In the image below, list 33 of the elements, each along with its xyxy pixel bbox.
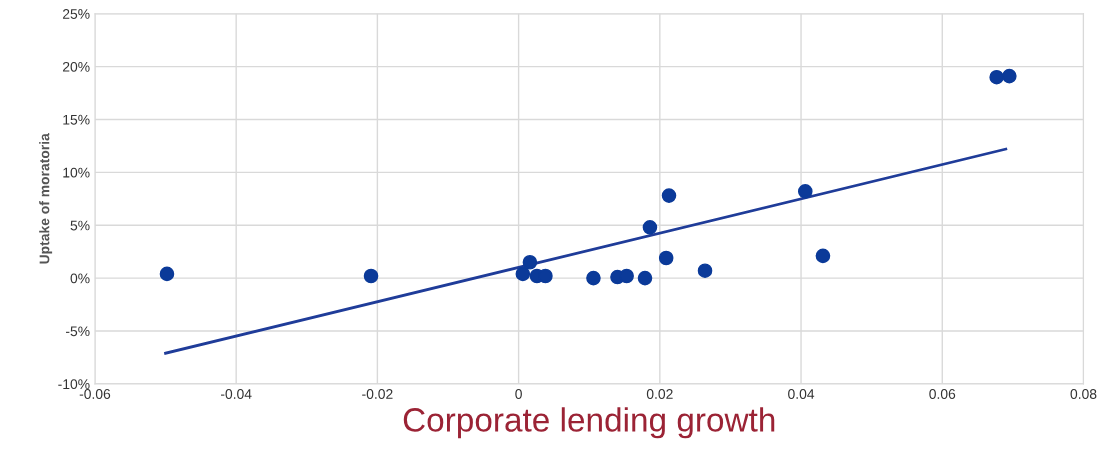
point <box>658 250 674 266</box>
point <box>642 220 658 235</box>
y-tick-label: 5% <box>70 220 90 231</box>
x-tick-label: -0.02 <box>362 389 393 399</box>
point <box>363 268 379 284</box>
y-tick-label: 20% <box>62 61 90 72</box>
point <box>815 248 831 264</box>
point <box>697 263 713 278</box>
point <box>586 270 601 286</box>
point <box>661 188 677 203</box>
y-tick-label: 10% <box>63 167 90 178</box>
point <box>798 184 813 199</box>
point <box>522 254 538 270</box>
y-tick-label: 15% <box>63 114 90 125</box>
point <box>515 266 531 282</box>
x-tick-label: 0.04 <box>788 389 815 399</box>
point <box>989 69 1004 85</box>
y-tick-label: -5% <box>66 326 90 337</box>
point <box>159 266 175 282</box>
point <box>619 268 634 284</box>
x-tick-label: -0.04 <box>220 389 252 399</box>
x-tick-label: 0.02 <box>646 389 673 399</box>
y-tick-label: -10% <box>58 379 90 390</box>
y-tick-label: 0% <box>70 273 90 284</box>
x-axis-title: Corporate lending growth <box>403 407 775 439</box>
y-axis-title: Uptake of moratoria <box>39 133 53 264</box>
y-tick-label: 25% <box>62 9 90 19</box>
x-tick-label: 0 <box>515 389 522 399</box>
point <box>637 270 653 286</box>
x-tick-label: 0.08 <box>1070 389 1097 399</box>
point <box>1002 68 1017 84</box>
x-tick-label: 0.06 <box>929 389 956 399</box>
x-tick-label: -0.06 <box>79 389 111 399</box>
